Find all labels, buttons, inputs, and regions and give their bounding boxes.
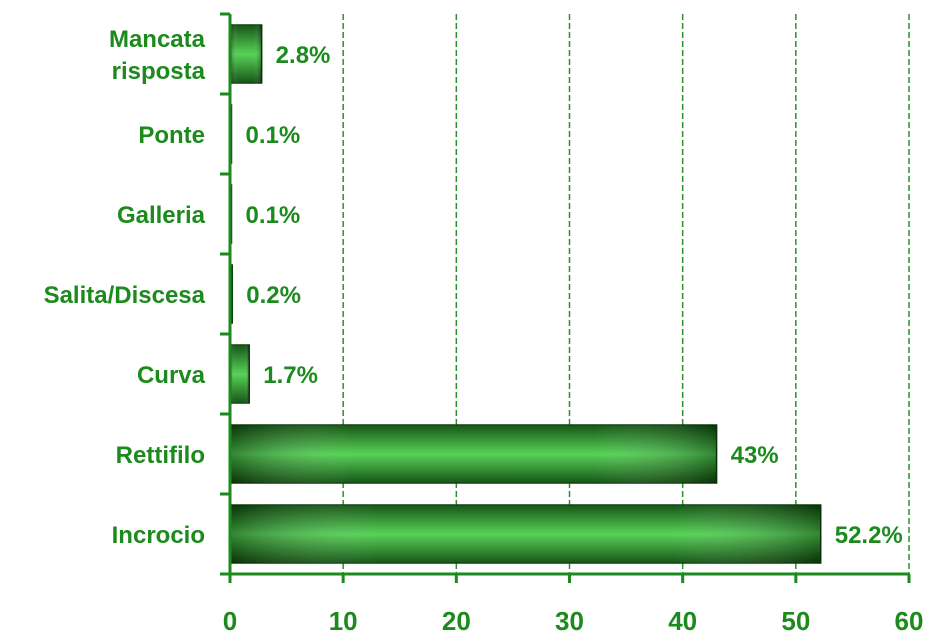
x-tick-label: 30 [555,606,584,634]
category-label-line: risposta [112,58,206,85]
bar-shading [230,505,821,563]
category-label: Mancata risposta [109,26,206,85]
gridlines [342,14,910,574]
bar-shading [230,425,717,483]
bar-group [229,344,250,404]
x-tick-label: 0 [223,606,237,634]
labels: 2.8% Mancata risposta 0.1% Ponte 0.1% Galleria… [44,26,924,634]
data-label: 52.2% [835,522,903,549]
bar-shading [230,25,262,83]
bar-shading [230,345,250,403]
category-label-line: Ponte [138,122,205,149]
x-tick-label: 40 [668,606,697,634]
category-label: Rettifilo [116,442,205,469]
data-label: 0.2% [246,282,301,309]
x-tick-label: 60 [895,606,924,634]
bar-group [229,24,263,84]
category-label: Ponte [138,122,205,149]
data-label: 0.1% [246,202,301,229]
axes [220,12,911,583]
category-label-line: Mancata [109,26,206,53]
category-label: Salita/Discesa [44,282,206,309]
bar-group [229,424,718,484]
data-label: 43% [731,442,779,469]
category-label: Galleria [117,202,206,229]
category-label-line: Rettifilo [116,442,205,469]
category-label-line: Salita/Discesa [44,282,206,309]
data-label: 0.1% [246,122,301,149]
category-label-line: Incrocio [112,522,205,549]
x-tick-label: 50 [781,606,810,634]
category-label-line: Galleria [117,202,206,229]
category-label: Curva [137,362,206,389]
x-tick-label: 10 [329,606,358,634]
x-tick-label: 20 [442,606,471,634]
bars [229,24,822,564]
bar-group [229,504,822,564]
data-label: 2.8% [276,42,331,69]
category-label-line: Curva [137,362,206,389]
data-label: 1.7% [263,362,318,389]
category-label: Incrocio [112,522,205,549]
